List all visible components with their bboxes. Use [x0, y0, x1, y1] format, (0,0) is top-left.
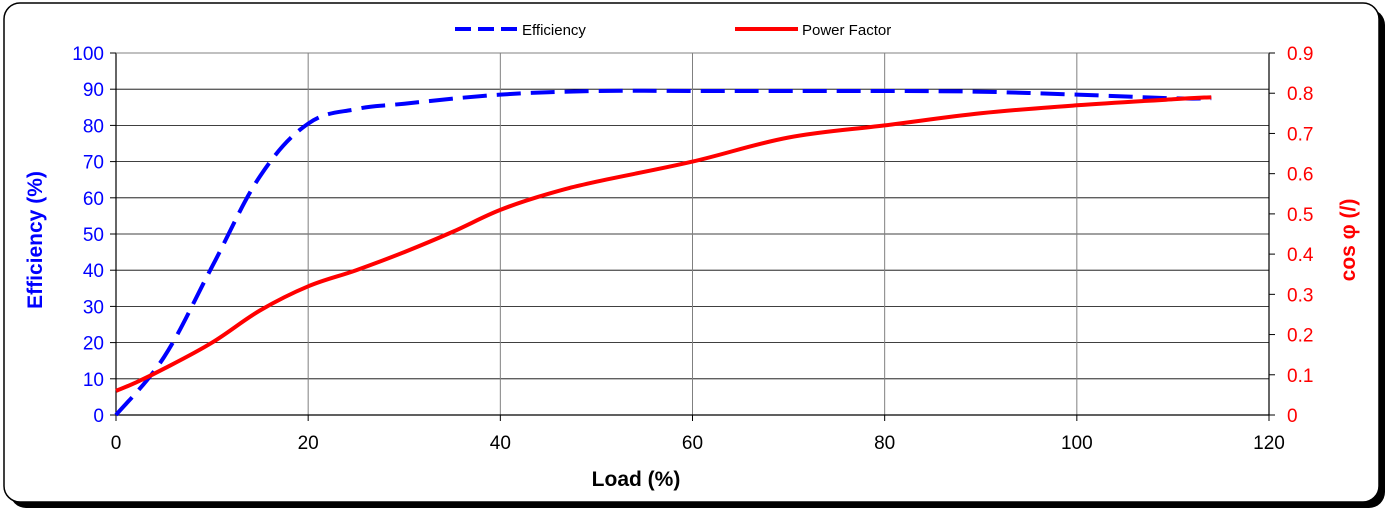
x-tick-label: 20 — [298, 433, 319, 454]
left-tick-label: 70 — [83, 153, 104, 174]
right-tick-label: 0.7 — [1287, 124, 1313, 145]
x-tick-label: 0 — [111, 433, 122, 454]
right-tick-label: 0.5 — [1287, 205, 1313, 226]
legend-label-power-factor: Power Factor — [802, 22, 891, 39]
left-tick-label: 80 — [83, 116, 104, 137]
series-line-power-factor — [115, 95, 1212, 393]
left-axis-title: Efficiency (%) — [24, 171, 47, 309]
x-tick-label: 60 — [682, 433, 703, 454]
left-tick-label: 50 — [83, 225, 104, 246]
left-tick-label: 0 — [93, 406, 104, 427]
right-tick-label: 0.8 — [1287, 84, 1313, 105]
legend-label-efficiency: Efficiency — [522, 22, 586, 39]
right-tick-label: 0.9 — [1287, 44, 1313, 65]
right-tick-label: 0.2 — [1287, 326, 1313, 347]
legend: Efficiency Power Factor — [455, 22, 891, 39]
right-tick-label: 0.3 — [1287, 285, 1313, 306]
series-line-efficiency — [114, 88, 1212, 417]
left-tick-label: 100 — [72, 44, 104, 65]
axes — [110, 52, 1275, 421]
left-tick-label: 10 — [83, 370, 104, 391]
series-lines — [114, 88, 1212, 417]
x-tick-label: 40 — [490, 433, 511, 454]
right-tick-label: 0.6 — [1287, 165, 1313, 186]
left-tick-label: 30 — [83, 297, 104, 318]
left-tick-label: 20 — [83, 334, 104, 355]
right-tick-label: 0.1 — [1287, 366, 1313, 387]
right-tick-label: 0 — [1287, 406, 1298, 427]
left-tick-label: 90 — [83, 80, 104, 101]
x-tick-label: 100 — [1061, 433, 1093, 454]
x-axis-title: Load (%) — [592, 468, 681, 491]
left-tick-label: 60 — [83, 189, 104, 210]
right-tick-label: 0.4 — [1287, 245, 1314, 266]
x-tick-label: 120 — [1253, 433, 1285, 454]
right-axis-title: cos φ (/) — [1337, 199, 1360, 282]
left-tick-label: 40 — [83, 261, 104, 282]
x-tick-label: 80 — [874, 433, 895, 454]
